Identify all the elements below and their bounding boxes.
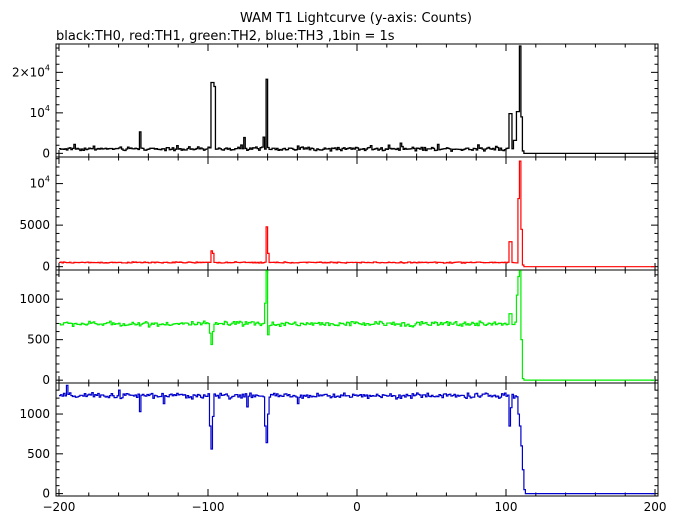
panel-th1: 0 5000 104 [19, 156, 659, 274]
x-tick-label: 200 [644, 500, 667, 514]
x-tick-label: 0 [353, 500, 361, 514]
y-tick-label: 5000 [19, 218, 50, 232]
y-tick-label: 500 [27, 333, 50, 347]
panel-frame [55, 156, 659, 271]
x-tick-label: 100 [495, 500, 518, 514]
y-tick-label: 0 [42, 487, 50, 501]
x-axis: −200 −100 0 100 200 [42, 500, 666, 514]
x-tick-label: −100 [192, 500, 225, 514]
y-tick-label: 104 [30, 175, 50, 191]
y-tick-label: 500 [27, 447, 50, 461]
panel-th2: 0 500 1000 [19, 269, 659, 387]
panels-group: 0 104 2×104 0 5000 104 0 500 1000 0 500 1000 [12, 43, 659, 501]
series-line-th0 [58, 45, 656, 154]
series-line-th2 [58, 270, 656, 381]
panel-th0: 0 104 2×104 [12, 43, 659, 160]
panel-th3: 0 500 1000 [19, 382, 659, 501]
y-tick-label: 1000 [19, 292, 50, 306]
x-tick-label: −200 [42, 500, 75, 514]
panel-frame [55, 269, 659, 384]
series-line-th1 [58, 160, 656, 268]
y-tick-label: 0 [42, 146, 50, 160]
y-tick-label: 104 [30, 104, 50, 120]
y-tick-label: 2×104 [12, 63, 50, 79]
y-tick-label: 0 [42, 373, 50, 387]
y-tick-label: 0 [42, 260, 50, 274]
series-line-th3 [58, 384, 656, 495]
panel-frame [55, 382, 659, 497]
panel-frame [55, 43, 659, 158]
y-tick-label: 1000 [19, 407, 50, 421]
chart-title: WAM T1 Lightcurve (y-axis: Counts) [240, 11, 472, 26]
chart-subtitle: black:TH0, red:TH1, green:TH2, blue:TH3 … [56, 29, 395, 44]
